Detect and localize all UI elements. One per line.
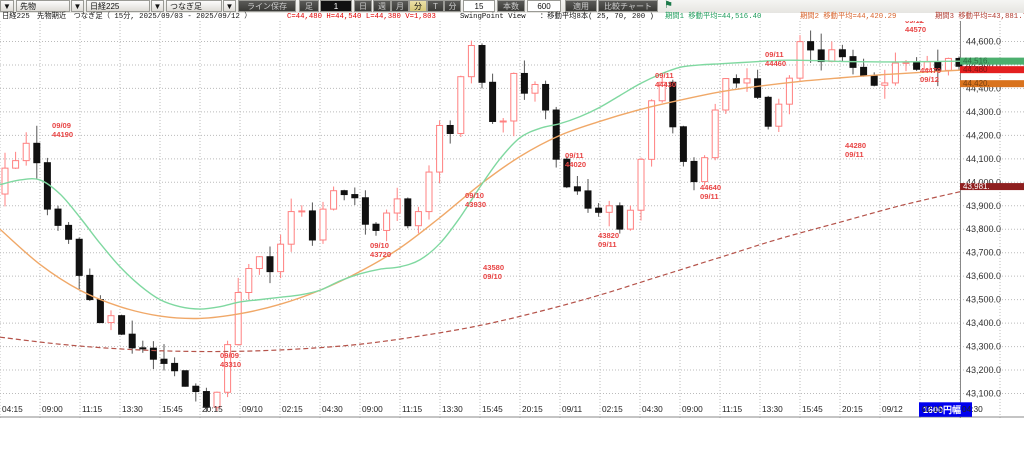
svg-text:44640: 44640 bbox=[700, 183, 721, 192]
svg-text:43,500.0: 43,500.0 bbox=[966, 295, 1001, 305]
svg-text:09/10: 09/10 bbox=[242, 404, 263, 414]
svg-text:09/12: 09/12 bbox=[882, 404, 903, 414]
svg-text:44190: 44190 bbox=[52, 130, 73, 139]
svg-text:43,400.0: 43,400.0 bbox=[966, 318, 1001, 328]
svg-text:15:45: 15:45 bbox=[162, 404, 183, 414]
svg-text:09/10: 09/10 bbox=[370, 241, 389, 250]
svg-text:02:15: 02:15 bbox=[602, 404, 623, 414]
svg-text:09/11: 09/11 bbox=[598, 240, 617, 249]
svg-text:15:45: 15:45 bbox=[802, 404, 823, 414]
svg-text:44430: 44430 bbox=[655, 80, 676, 89]
svg-text:43720: 43720 bbox=[370, 250, 391, 259]
svg-text:44470: 44470 bbox=[920, 66, 941, 75]
svg-text:09/10: 09/10 bbox=[483, 272, 502, 281]
svg-text:20:15: 20:15 bbox=[522, 404, 543, 414]
svg-text:09:00: 09:00 bbox=[362, 404, 383, 414]
svg-text:44,420.: 44,420. bbox=[963, 79, 990, 88]
svg-text:43820: 43820 bbox=[598, 231, 619, 240]
svg-text:43,600.0: 43,600.0 bbox=[966, 271, 1001, 281]
svg-text:43,981.: 43,981. bbox=[963, 182, 990, 191]
svg-text:09/09: 09/09 bbox=[220, 351, 239, 360]
svg-text:04:30: 04:30 bbox=[642, 404, 663, 414]
svg-text:11:15: 11:15 bbox=[82, 404, 103, 414]
svg-text:09/09: 09/09 bbox=[52, 121, 71, 130]
svg-text:09/10: 09/10 bbox=[465, 191, 484, 200]
svg-text:04:30: 04:30 bbox=[322, 404, 343, 414]
svg-text:44570: 44570 bbox=[905, 25, 926, 34]
svg-text:04:30: 04:30 bbox=[962, 404, 983, 414]
svg-text:15:45: 15:45 bbox=[482, 404, 503, 414]
svg-text:44020: 44020 bbox=[565, 160, 586, 169]
svg-text:11:15: 11:15 bbox=[722, 404, 743, 414]
svg-text:13:30: 13:30 bbox=[762, 404, 783, 414]
svg-text:20:15: 20:15 bbox=[202, 404, 223, 414]
svg-text:13:30: 13:30 bbox=[122, 404, 143, 414]
svg-text:02:15: 02:15 bbox=[922, 404, 943, 414]
svg-text:43580: 43580 bbox=[483, 263, 504, 272]
svg-text:43310: 43310 bbox=[220, 360, 241, 369]
svg-text:44,200.0: 44,200.0 bbox=[966, 130, 1001, 140]
svg-text:44,100.0: 44,100.0 bbox=[966, 154, 1001, 164]
svg-text:09:00: 09:00 bbox=[42, 404, 63, 414]
svg-text:43,800.0: 43,800.0 bbox=[966, 224, 1001, 234]
svg-text:09/11: 09/11 bbox=[765, 50, 784, 59]
svg-text:09/11: 09/11 bbox=[700, 192, 719, 201]
svg-text:43,300.0: 43,300.0 bbox=[966, 342, 1001, 352]
svg-text:43,700.0: 43,700.0 bbox=[966, 248, 1001, 258]
svg-text:44280: 44280 bbox=[845, 141, 866, 150]
svg-text:09/11: 09/11 bbox=[562, 404, 583, 414]
svg-text:13:30: 13:30 bbox=[442, 404, 463, 414]
svg-text:44,600.0: 44,600.0 bbox=[966, 37, 1001, 47]
svg-text:04:15: 04:15 bbox=[2, 404, 23, 414]
svg-text:43,900.0: 43,900.0 bbox=[966, 201, 1001, 211]
svg-text:20:15: 20:15 bbox=[842, 404, 863, 414]
svg-text:09:00: 09:00 bbox=[682, 404, 703, 414]
svg-text:44,480: 44,480 bbox=[963, 65, 988, 74]
svg-text:02:15: 02:15 bbox=[282, 404, 303, 414]
svg-text:11:15: 11:15 bbox=[402, 404, 423, 414]
svg-text:43,200.0: 43,200.0 bbox=[966, 365, 1001, 375]
svg-text:44460: 44460 bbox=[765, 59, 786, 68]
svg-text:09/11: 09/11 bbox=[655, 71, 674, 80]
svg-text:43930: 43930 bbox=[465, 200, 486, 209]
svg-text:44,300.0: 44,300.0 bbox=[966, 107, 1001, 117]
svg-text:09/11: 09/11 bbox=[565, 151, 584, 160]
svg-text:09/12: 09/12 bbox=[920, 75, 939, 84]
svg-text:43,100.0: 43,100.0 bbox=[966, 389, 1001, 399]
svg-text:09/11: 09/11 bbox=[845, 150, 864, 159]
